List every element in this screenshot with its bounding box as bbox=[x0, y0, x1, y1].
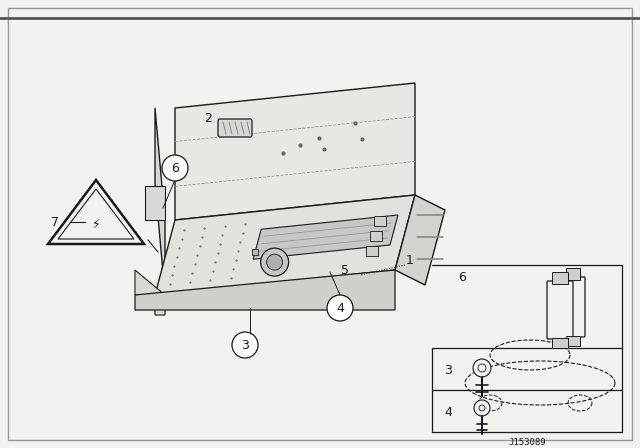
Text: 4: 4 bbox=[336, 302, 344, 314]
Circle shape bbox=[474, 400, 490, 416]
Text: 1: 1 bbox=[406, 254, 414, 267]
Text: 7: 7 bbox=[51, 215, 59, 228]
Text: 2: 2 bbox=[204, 112, 212, 125]
Polygon shape bbox=[155, 108, 165, 295]
Polygon shape bbox=[395, 195, 445, 285]
Bar bbox=[366, 246, 378, 255]
Bar bbox=[552, 338, 568, 348]
FancyBboxPatch shape bbox=[218, 119, 252, 137]
Circle shape bbox=[327, 295, 353, 321]
Bar bbox=[566, 336, 580, 346]
Circle shape bbox=[232, 332, 258, 358]
Bar bbox=[374, 215, 386, 225]
Polygon shape bbox=[135, 270, 395, 310]
Circle shape bbox=[478, 364, 486, 372]
Text: 4: 4 bbox=[444, 405, 452, 418]
Text: 3: 3 bbox=[241, 339, 249, 352]
Polygon shape bbox=[253, 215, 398, 259]
Bar bbox=[552, 272, 568, 284]
Polygon shape bbox=[155, 195, 415, 295]
Text: 6: 6 bbox=[458, 271, 466, 284]
Text: J153089: J153089 bbox=[508, 438, 546, 447]
Circle shape bbox=[267, 254, 283, 270]
Text: 5: 5 bbox=[341, 263, 349, 276]
Polygon shape bbox=[175, 83, 415, 220]
Polygon shape bbox=[58, 189, 134, 239]
Circle shape bbox=[260, 248, 289, 276]
Text: ⚡: ⚡ bbox=[92, 217, 100, 231]
Polygon shape bbox=[135, 270, 165, 315]
Circle shape bbox=[162, 155, 188, 181]
Text: 3: 3 bbox=[444, 363, 452, 376]
Text: 6: 6 bbox=[171, 161, 179, 175]
Bar bbox=[566, 268, 580, 280]
Circle shape bbox=[479, 405, 485, 411]
Bar bbox=[370, 231, 382, 241]
Polygon shape bbox=[145, 186, 165, 220]
FancyBboxPatch shape bbox=[563, 277, 585, 337]
Circle shape bbox=[473, 359, 491, 377]
FancyBboxPatch shape bbox=[547, 281, 573, 339]
